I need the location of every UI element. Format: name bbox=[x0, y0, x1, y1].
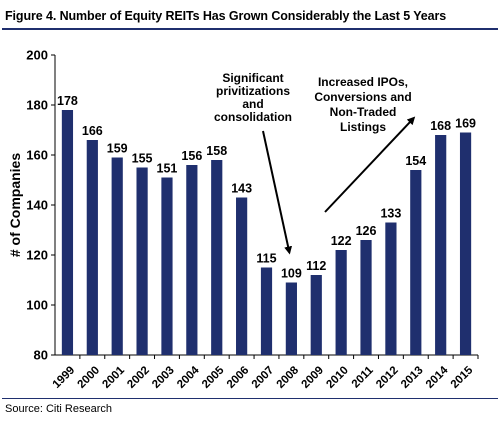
y-tick-label: 120 bbox=[26, 248, 48, 263]
data-label-1999: 178 bbox=[57, 94, 78, 108]
annotations: Significantprivitizationsandconsolidatio… bbox=[214, 71, 416, 255]
source-note: Source: Citi Research bbox=[5, 403, 112, 415]
x-tick-label-2000: 2000 bbox=[76, 364, 103, 391]
annotation-1-line: Conversions and bbox=[314, 90, 411, 104]
x-tick-label-2011: 2011 bbox=[350, 364, 377, 391]
x-tick-label-2007: 2007 bbox=[250, 364, 277, 391]
y-tick-label: 80 bbox=[34, 348, 48, 363]
bar-2013 bbox=[410, 170, 422, 355]
x-tick-label-2014: 2014 bbox=[424, 364, 451, 391]
x-tick-label-2006: 2006 bbox=[225, 364, 252, 391]
data-label-2004: 156 bbox=[181, 149, 202, 163]
x-tick-label-1999: 1999 bbox=[51, 364, 78, 391]
annotation-0-line: consolidation bbox=[214, 110, 292, 124]
bar-2000 bbox=[86, 140, 98, 355]
bar-2003 bbox=[161, 177, 173, 355]
y-tick-label: 100 bbox=[26, 298, 48, 313]
annotation-1-line: Non-Traded bbox=[330, 105, 397, 119]
x-tick-label-2003: 2003 bbox=[150, 364, 177, 391]
data-label-2014: 168 bbox=[430, 119, 451, 133]
annotation-0-line: and bbox=[242, 97, 263, 111]
data-label-2003: 151 bbox=[157, 162, 178, 176]
y-tick-label: 160 bbox=[26, 148, 48, 163]
bottom-rule bbox=[2, 398, 498, 399]
title-rule bbox=[2, 28, 498, 30]
x-tick-label-2008: 2008 bbox=[275, 364, 302, 391]
data-label-2001: 159 bbox=[107, 142, 128, 156]
annotation-0-line: privitizations bbox=[216, 84, 290, 98]
bar-2010 bbox=[335, 250, 347, 355]
bar-2004 bbox=[186, 165, 198, 355]
x-tick-label-2015: 2015 bbox=[449, 364, 476, 391]
x-tick-label-2004: 2004 bbox=[175, 364, 202, 391]
y-tick-label: 140 bbox=[26, 198, 48, 213]
bar-2002 bbox=[136, 167, 148, 355]
x-tick-label-2010: 2010 bbox=[324, 364, 351, 391]
bar-2014 bbox=[435, 135, 447, 355]
y-tick-label: 180 bbox=[26, 98, 48, 113]
bars bbox=[61, 110, 472, 355]
data-label-2012: 133 bbox=[380, 207, 401, 221]
annotation-1-line: Increased IPOs, bbox=[318, 75, 408, 89]
data-label-2008: 109 bbox=[281, 267, 302, 281]
x-tick-label-2012: 2012 bbox=[374, 364, 401, 391]
bar-chart: # of Companies 80 100 120 140 160 180 200 178 1… bbox=[7, 48, 479, 391]
data-label-2005: 158 bbox=[206, 144, 227, 158]
x-tick-label-2005: 2005 bbox=[200, 364, 227, 391]
annotation-0-arrow bbox=[262, 130, 293, 255]
y-tick-label: 200 bbox=[26, 48, 48, 63]
x-tick-label-2013: 2013 bbox=[399, 364, 426, 391]
data-label-2002: 155 bbox=[132, 152, 153, 166]
bar-2011 bbox=[360, 240, 372, 355]
x-tick-label-2009: 2009 bbox=[299, 364, 326, 391]
data-label-2000: 166 bbox=[82, 124, 103, 138]
bar-2015 bbox=[459, 132, 472, 355]
bar-2006 bbox=[236, 197, 248, 355]
bar-2005 bbox=[211, 160, 223, 355]
annotation-0-line: Significant bbox=[222, 71, 283, 85]
bar-1999 bbox=[61, 110, 74, 355]
data-label-2007: 115 bbox=[256, 252, 276, 266]
bar-2009 bbox=[310, 275, 322, 355]
bar-2008 bbox=[285, 282, 297, 355]
x-ticks: 1999200020012002200320042005200620072008… bbox=[51, 355, 479, 391]
annotation-1-line: Listings bbox=[340, 120, 386, 134]
x-tick-label-2001: 2001 bbox=[100, 364, 127, 391]
y-ticks: 80 100 120 140 160 180 200 bbox=[26, 48, 55, 363]
y-axis-label: # of Companies bbox=[7, 153, 23, 257]
x-tick-label-2002: 2002 bbox=[125, 364, 152, 391]
bar-2012 bbox=[385, 222, 397, 355]
bar-2007 bbox=[260, 267, 273, 355]
data-label-2010: 122 bbox=[331, 234, 352, 248]
data-label-2013: 154 bbox=[405, 154, 426, 168]
chart-title: Figure 4. Number of Equity REITs Has Gro… bbox=[5, 9, 447, 23]
data-label-2011: 126 bbox=[356, 224, 377, 238]
data-label-2006: 143 bbox=[231, 182, 252, 196]
annotation-1-arrow bbox=[324, 116, 416, 213]
data-label-2009: 112 bbox=[306, 259, 326, 273]
bar-2001 bbox=[111, 157, 123, 355]
data-label-2015: 169 bbox=[455, 117, 476, 131]
